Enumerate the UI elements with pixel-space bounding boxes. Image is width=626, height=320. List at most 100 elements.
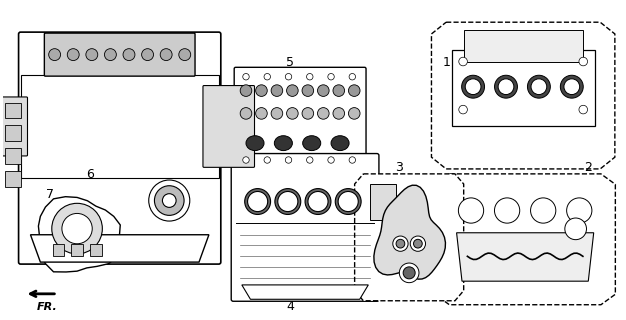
Circle shape [349,74,356,80]
Bar [5,102,21,118]
Circle shape [287,108,298,119]
Circle shape [336,188,361,214]
Polygon shape [456,233,593,281]
Circle shape [179,49,191,60]
Text: 1: 1 [443,56,451,69]
Circle shape [458,198,484,223]
Ellipse shape [303,136,321,151]
Text: FR.: FR. [37,302,58,312]
FancyBboxPatch shape [234,67,366,169]
FancyBboxPatch shape [0,97,28,156]
Circle shape [396,239,405,248]
FancyBboxPatch shape [231,154,379,301]
Circle shape [307,74,313,80]
Circle shape [531,79,546,95]
Ellipse shape [246,136,264,151]
Circle shape [565,218,587,240]
Text: 7: 7 [46,188,54,201]
Circle shape [305,188,331,214]
Circle shape [333,85,344,96]
Circle shape [349,108,360,119]
Circle shape [155,186,184,215]
Circle shape [410,236,426,251]
Circle shape [123,49,135,60]
Circle shape [531,198,556,223]
Circle shape [349,85,360,96]
Circle shape [393,236,408,251]
Circle shape [149,180,190,221]
Circle shape [243,74,249,80]
Bar [21,75,219,178]
Circle shape [275,188,300,214]
Circle shape [67,49,79,60]
Circle shape [528,75,550,98]
Polygon shape [431,22,615,169]
Text: 6: 6 [86,168,94,181]
Circle shape [285,74,292,80]
Polygon shape [38,197,120,272]
Polygon shape [355,174,464,301]
Circle shape [49,49,61,60]
Bar [464,29,583,62]
Text: 4: 4 [286,300,294,313]
FancyBboxPatch shape [44,33,195,76]
Circle shape [302,85,314,96]
Polygon shape [31,235,209,262]
Circle shape [285,157,292,163]
Bar [370,184,396,220]
Circle shape [243,157,249,163]
Bar [5,148,21,164]
Circle shape [240,108,252,119]
Bar [71,244,83,256]
Circle shape [141,49,153,60]
Circle shape [271,85,283,96]
Circle shape [333,108,344,119]
Circle shape [302,108,314,119]
Polygon shape [435,174,615,305]
Circle shape [307,157,313,163]
Text: 5: 5 [286,56,294,69]
Circle shape [567,198,592,223]
Circle shape [495,75,518,98]
Circle shape [328,74,334,80]
Circle shape [579,105,588,114]
Bar [451,50,595,126]
Circle shape [160,49,172,60]
Circle shape [278,191,298,212]
Polygon shape [242,285,368,299]
Circle shape [105,49,116,60]
Circle shape [247,191,268,212]
Circle shape [162,194,176,207]
Circle shape [461,75,485,98]
Circle shape [245,188,270,214]
Bar [5,125,21,141]
Circle shape [459,105,468,114]
Ellipse shape [331,136,349,151]
Circle shape [255,85,267,96]
Circle shape [62,213,92,244]
FancyBboxPatch shape [19,32,221,264]
Circle shape [403,267,415,279]
Circle shape [264,157,270,163]
Circle shape [349,157,356,163]
Circle shape [287,85,298,96]
Circle shape [271,108,283,119]
Circle shape [579,57,588,66]
Ellipse shape [274,136,292,151]
Polygon shape [374,185,446,279]
Circle shape [560,75,583,98]
Circle shape [498,79,514,95]
FancyBboxPatch shape [203,85,255,167]
Circle shape [255,108,267,119]
Circle shape [317,108,329,119]
Circle shape [495,198,520,223]
Circle shape [240,85,252,96]
Circle shape [459,57,468,66]
Text: 3: 3 [395,161,403,174]
Text: 2: 2 [583,161,592,174]
Circle shape [264,74,270,80]
Circle shape [308,191,328,212]
Bar [90,244,101,256]
Circle shape [564,79,580,95]
Circle shape [399,263,419,283]
